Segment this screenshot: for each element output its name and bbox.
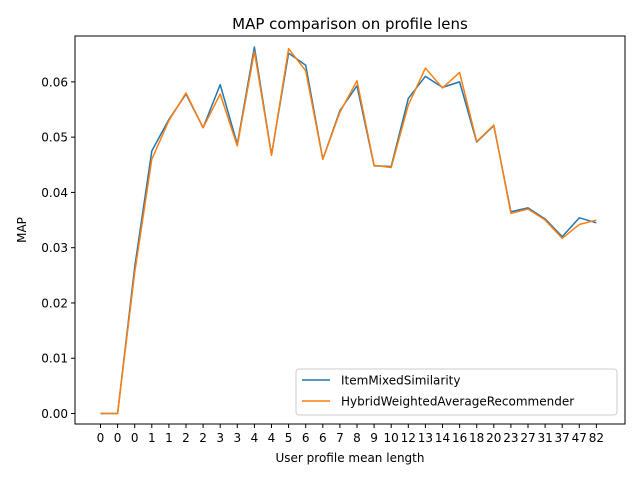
x-tick-label: 3 <box>233 431 241 445</box>
y-tick-label: 0.06 <box>41 75 68 89</box>
x-tick-label: 7 <box>336 431 344 445</box>
x-tick-label: 5 <box>285 431 293 445</box>
x-tick-label: 1 <box>148 431 156 445</box>
y-axis: 0.00 0.01 0.02 0.03 0.04 0.05 0.06 <box>41 75 75 421</box>
legend: ItemMixedSimilarity HybridWeightedAverag… <box>295 368 618 416</box>
plot-frame <box>74 35 626 425</box>
series-line-0 <box>100 46 597 415</box>
x-tick-label: 27 <box>520 431 535 445</box>
x-tick-label: 23 <box>503 431 518 445</box>
x-tick-label: 9 <box>370 431 378 445</box>
x-tick-label: 14 <box>435 431 450 445</box>
x-tick-label: 18 <box>469 431 484 445</box>
x-tick-label: 12 <box>401 431 416 445</box>
y-tick-label: 0.01 <box>41 352 68 366</box>
x-axis-label: User profile mean length <box>276 451 425 465</box>
x-tick-label: 31 <box>537 431 552 445</box>
x-tick-label: 6 <box>302 431 310 445</box>
y-tick-label: 0.04 <box>41 186 68 200</box>
x-tick-label: 3 <box>216 431 224 445</box>
x-tick-label: 2 <box>199 431 207 445</box>
x-tick-label: 1 <box>165 431 173 445</box>
x-tick-label: 13 <box>418 431 433 445</box>
chart-title: MAP comparison on profile lens <box>232 15 468 33</box>
legend-label-hybrid-weighted-average: HybridWeightedAverageRecommender <box>341 395 574 409</box>
x-tick-label: 8 <box>353 431 361 445</box>
x-tick-label: 0 <box>114 431 122 445</box>
x-tick-label: 20 <box>486 431 501 445</box>
y-tick-label: 0.03 <box>41 241 68 255</box>
x-tick-label: 37 <box>555 431 570 445</box>
x-tick-label: 4 <box>251 431 259 445</box>
series-line-1 <box>100 47 597 415</box>
x-tick-label: 16 <box>452 431 467 445</box>
y-tick-label: 0.00 <box>41 407 68 421</box>
series-lines <box>100 46 597 415</box>
legend-label-item-mixed-similarity: ItemMixedSimilarity <box>341 374 460 388</box>
y-axis-label: MAP <box>15 217 29 243</box>
y-tick-label: 0.02 <box>41 296 68 310</box>
y-tick-label: 0.05 <box>41 131 68 145</box>
x-tick-label: 2 <box>182 431 190 445</box>
x-tick-label: 4 <box>268 431 276 445</box>
x-axis: 0 0 0 1 1 2 2 3 3 4 4 5 6 6 7 8 9 10 12 13 14 16 18 20 23 27 31 37 4… <box>97 424 604 445</box>
x-tick-label: 6 <box>319 431 327 445</box>
x-tick-label: 82 <box>589 431 604 445</box>
x-tick-label: 47 <box>572 431 587 445</box>
x-tick-label: 0 <box>131 431 139 445</box>
x-tick-label: 0 <box>97 431 105 445</box>
legend-box <box>295 368 618 416</box>
x-tick-label: 10 <box>384 431 399 445</box>
